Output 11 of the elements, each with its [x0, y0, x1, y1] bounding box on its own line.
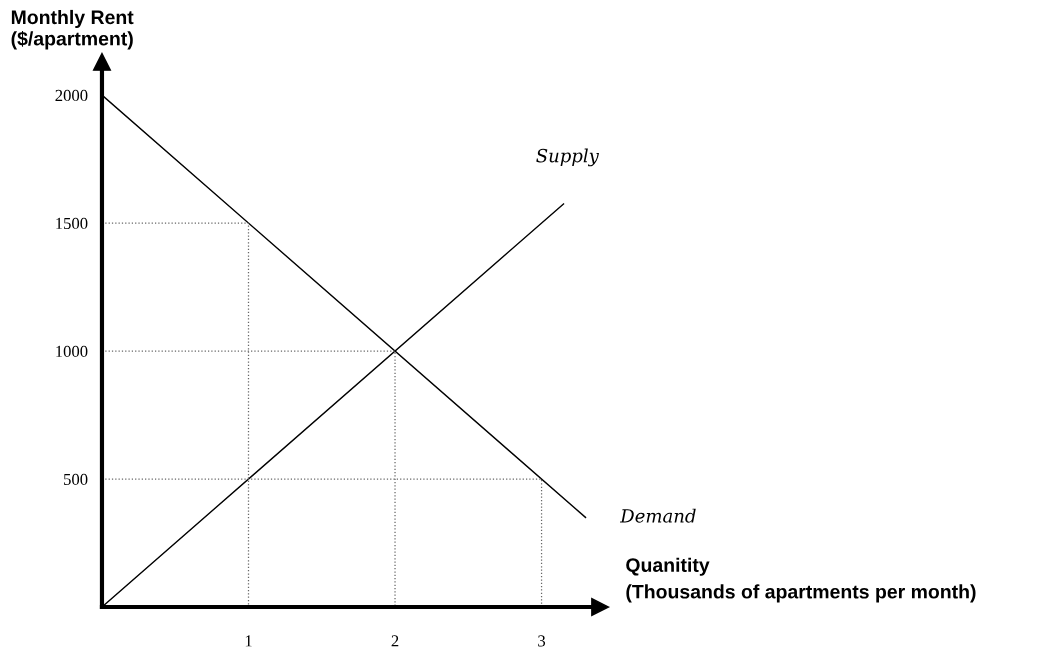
text: Supply — [536, 148, 600, 167]
x-axis-title: Quanitity (Thousands of apartments per month) — [626, 557, 976, 603]
y-tick-label: 2000 — [55, 89, 88, 102]
y-tick-label: 1500 — [56, 217, 88, 230]
x-tick-label: 1 — [245, 635, 252, 647]
y-tick-label: 1000 — [56, 345, 88, 357]
y-axis-title: Monthly Rent ($/apartment) — [11, 9, 134, 50]
y-tick-label: 500 — [64, 473, 88, 485]
x-tick-label: 3 — [538, 635, 546, 647]
series-label: Demand — [619, 508, 696, 523]
x-tick-label: 2 — [391, 635, 399, 647]
